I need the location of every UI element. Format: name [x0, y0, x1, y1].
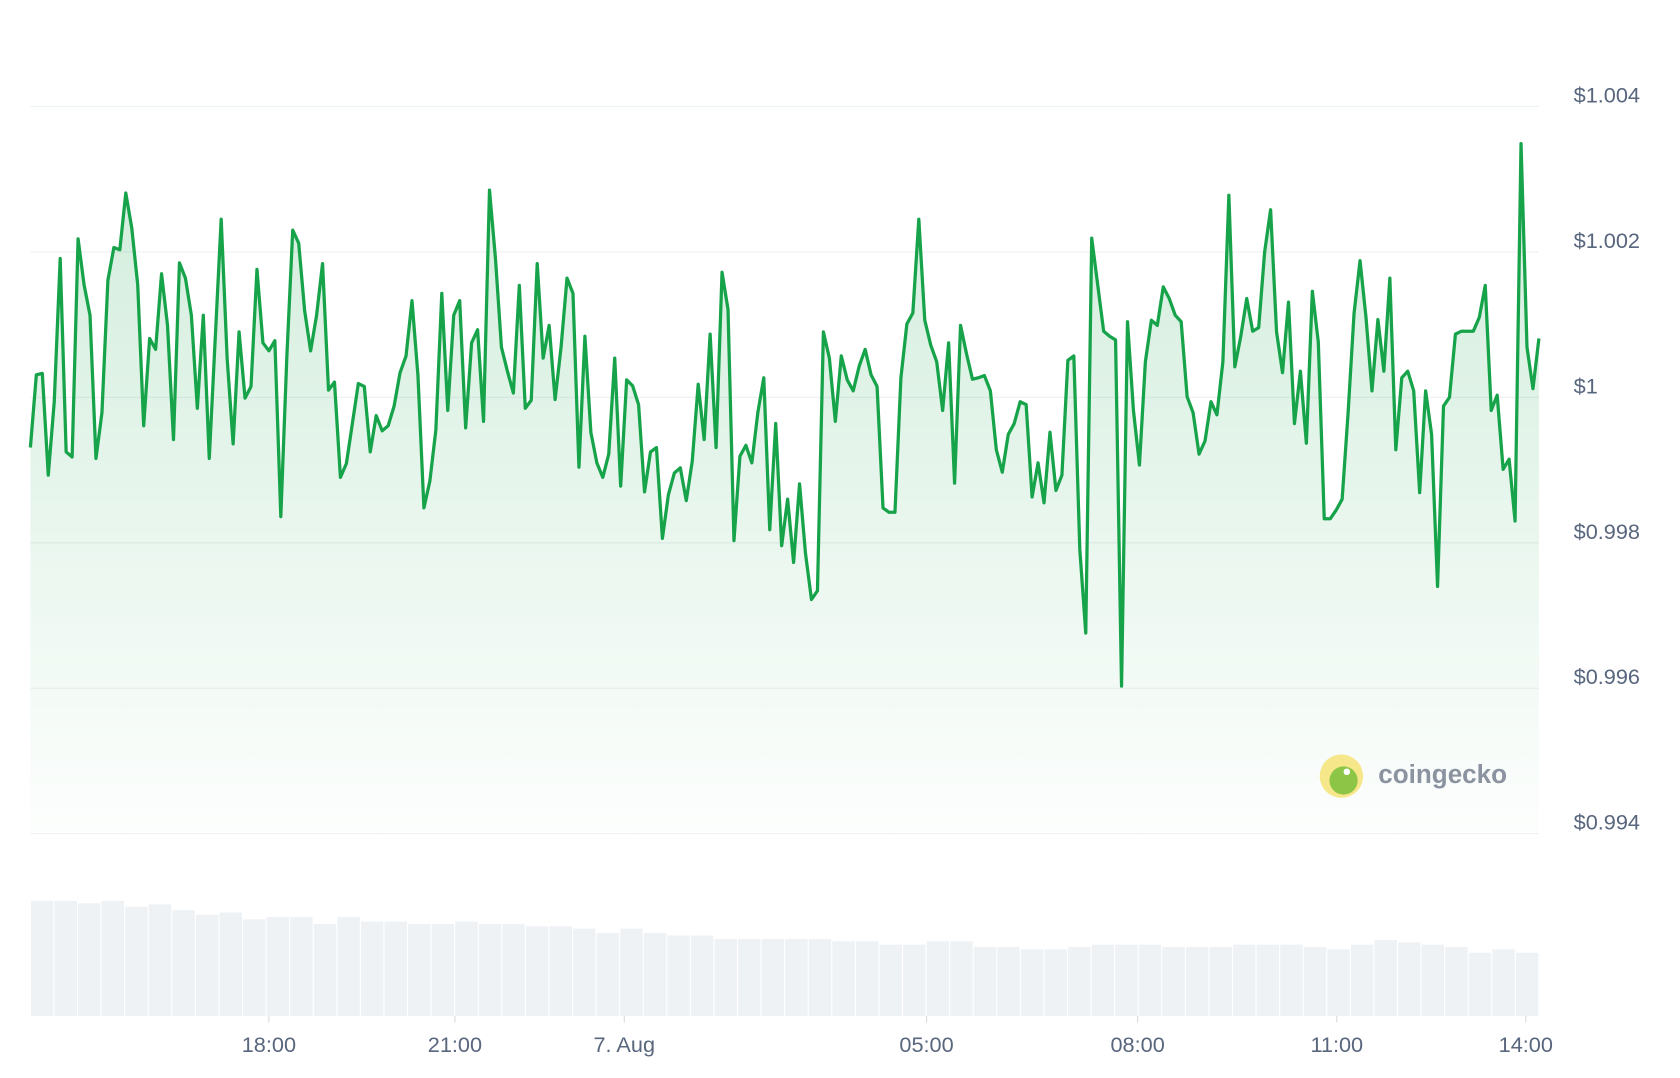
- volume-bar: [54, 900, 77, 1016]
- volume-layer: [30, 900, 1539, 1016]
- volume-bar: [926, 941, 950, 1016]
- volume-bar: [1492, 949, 1515, 1016]
- volume-bar: [1068, 946, 1091, 1016]
- volume-bar: [714, 938, 737, 1016]
- volume-bar: [1162, 946, 1185, 1016]
- volume-bar: [408, 923, 431, 1016]
- x-tick-label: 21:00: [428, 1032, 482, 1057]
- volume-bar: [596, 933, 620, 1016]
- volume-bar: [502, 923, 525, 1016]
- volume-bar: [573, 928, 596, 1016]
- volume-bar: [1303, 946, 1327, 1016]
- x-tick-label: 14:00: [1499, 1032, 1553, 1057]
- x-tick-label: 11:00: [1310, 1032, 1363, 1057]
- volume-bar: [148, 904, 172, 1016]
- volume-bar: [973, 946, 997, 1016]
- volume-bar: [1421, 944, 1445, 1016]
- volume-bar: [1209, 946, 1232, 1016]
- volume-bar: [761, 938, 785, 1016]
- volume-bar: [950, 941, 973, 1016]
- volume-bar: [360, 921, 384, 1016]
- y-tick-label: $0.998: [1574, 519, 1640, 544]
- volume-bar: [101, 900, 125, 1016]
- x-tick-label: 05:00: [899, 1032, 953, 1057]
- volume-bar: [1327, 949, 1350, 1016]
- volume-bar: [1138, 944, 1162, 1016]
- volume-bar: [384, 921, 407, 1016]
- volume-bar: [832, 941, 855, 1016]
- volume-bar: [125, 906, 148, 1016]
- volume-bar: [525, 926, 549, 1016]
- volume-bar: [1350, 944, 1374, 1016]
- volume-bar: [172, 910, 195, 1016]
- volume-bar: [690, 935, 714, 1016]
- volume-bar: [1115, 944, 1138, 1016]
- y-tick-label: $0.996: [1574, 664, 1640, 689]
- volume-bar: [997, 946, 1020, 1016]
- volume-bar: [1468, 952, 1492, 1016]
- logo-eye: [1343, 768, 1351, 776]
- volume-bar: [243, 919, 266, 1016]
- volume-bar: [1185, 946, 1209, 1016]
- volume-bar: [1280, 944, 1303, 1016]
- x-tick-label: 08:00: [1110, 1032, 1164, 1057]
- volume-bar: [337, 917, 360, 1016]
- volume-bar: [1398, 942, 1421, 1016]
- volume-bar: [78, 903, 101, 1016]
- watermark-text: coingecko: [1378, 759, 1507, 789]
- volume-bar: [549, 926, 572, 1016]
- volume-bar: [1233, 944, 1256, 1016]
- volume-bar: [290, 917, 313, 1016]
- volume-bar: [30, 900, 54, 1016]
- y-tick-label: $0.994: [1574, 810, 1640, 835]
- volume-bar: [1256, 944, 1280, 1016]
- volume-bar: [1515, 952, 1539, 1016]
- volume-bar: [620, 928, 643, 1016]
- volume-bar: [266, 917, 290, 1016]
- y-tick-label: $1: [1574, 373, 1598, 398]
- volume-bar: [195, 914, 219, 1016]
- plot-layer: [28, 141, 1541, 834]
- price-area: [30, 143, 1539, 834]
- volume-bar: [1044, 949, 1067, 1016]
- volume-bar: [431, 923, 455, 1016]
- volume-bar: [808, 938, 832, 1016]
- volume-bar: [785, 938, 808, 1016]
- volume-bar: [903, 944, 926, 1016]
- volume-bar: [667, 935, 690, 1016]
- volume-bar: [1020, 949, 1044, 1016]
- volume-bar: [855, 941, 879, 1016]
- watermark: coingecko: [1319, 754, 1507, 798]
- volume-bar: [738, 938, 761, 1016]
- y-tick-label: $1.002: [1574, 228, 1640, 253]
- volume-bar: [1445, 946, 1468, 1016]
- volume-bar: [219, 912, 242, 1016]
- y-tick-label: $1.004: [1574, 82, 1640, 107]
- volume-bar: [313, 923, 337, 1016]
- volume-bar: [643, 933, 667, 1016]
- volume-bar: [478, 923, 502, 1016]
- volume-bar: [879, 944, 902, 1016]
- volume-bar: [455, 921, 478, 1016]
- logo-gecko: [1329, 766, 1358, 795]
- volume-bar: [1374, 940, 1397, 1016]
- price-line: [28, 141, 1541, 688]
- x-tick-label: 7. Aug: [594, 1032, 656, 1057]
- volume-bar: [1091, 944, 1115, 1016]
- x-tick-label: 18:00: [242, 1032, 296, 1057]
